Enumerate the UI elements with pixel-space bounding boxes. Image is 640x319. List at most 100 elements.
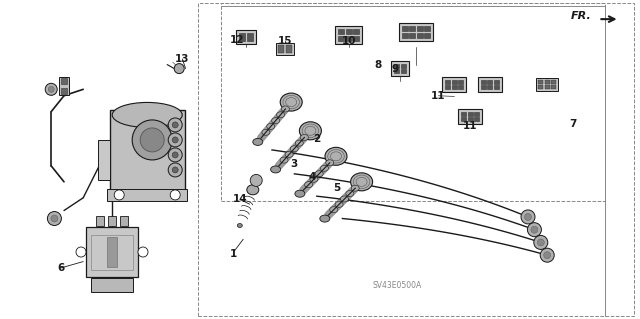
Bar [108,216,116,226]
Bar [109,110,185,190]
Bar [61,88,67,94]
Bar [198,3,634,316]
Bar [120,216,128,226]
Ellipse shape [300,122,321,140]
Circle shape [172,167,178,173]
Ellipse shape [276,112,285,118]
Bar [468,117,473,121]
Bar [221,3,605,201]
Bar [424,33,430,38]
Circle shape [168,163,182,177]
Text: 4: 4 [308,172,316,182]
Ellipse shape [335,201,343,207]
Bar [487,80,492,84]
Bar [487,85,492,89]
Ellipse shape [295,190,305,197]
Circle shape [544,252,550,259]
Bar [493,85,499,89]
Bar [445,85,451,89]
Bar [402,26,408,31]
Circle shape [168,148,182,162]
Circle shape [174,63,184,74]
Text: 12: 12 [230,35,244,45]
Circle shape [172,122,178,128]
Bar [346,29,352,34]
Text: FR.: FR. [572,11,592,21]
Bar [458,85,463,89]
Circle shape [132,120,172,160]
Circle shape [47,211,61,226]
Ellipse shape [280,157,288,163]
Text: SV43E0500A: SV43E0500A [372,281,421,290]
Circle shape [538,239,544,246]
Bar [417,33,423,38]
Bar [107,237,117,267]
Bar [346,36,352,41]
Bar [481,80,486,84]
Circle shape [525,213,531,220]
Text: 9: 9 [391,63,399,74]
Circle shape [531,226,538,233]
Bar [61,78,67,84]
Ellipse shape [300,135,308,140]
Text: 15: 15 [278,36,292,47]
Bar [538,85,543,89]
Circle shape [45,83,57,95]
Bar [461,117,467,121]
Circle shape [114,190,124,200]
Bar [442,77,467,92]
Circle shape [527,223,541,237]
Bar [452,80,457,84]
Bar [339,36,344,41]
Bar [481,85,486,89]
Ellipse shape [280,93,302,111]
Bar [394,64,399,68]
Ellipse shape [330,207,338,213]
Text: 13: 13 [175,54,189,64]
Bar [461,112,467,116]
Bar [285,45,292,54]
Text: 10: 10 [342,36,356,47]
Ellipse shape [351,173,372,191]
Circle shape [168,133,182,147]
Bar [474,117,479,121]
Ellipse shape [271,166,280,173]
Ellipse shape [325,147,347,165]
Ellipse shape [282,106,289,112]
Bar [417,26,423,31]
Ellipse shape [340,196,349,202]
Ellipse shape [247,185,259,195]
Circle shape [170,190,180,200]
Circle shape [51,215,58,222]
Ellipse shape [315,171,323,177]
Bar [452,85,457,89]
Bar [91,278,133,292]
Circle shape [140,128,164,152]
Bar [98,140,110,180]
Ellipse shape [295,140,303,146]
Bar [401,64,406,68]
Bar [276,43,294,56]
Bar [474,112,479,116]
Ellipse shape [351,185,359,191]
Bar [551,85,556,89]
Circle shape [540,248,554,262]
Ellipse shape [262,129,270,135]
Circle shape [172,152,178,158]
Text: 11: 11 [463,121,477,131]
Circle shape [76,247,86,257]
Ellipse shape [290,146,298,152]
Text: 6: 6 [57,263,65,273]
Circle shape [168,118,182,132]
Ellipse shape [321,165,328,171]
Bar [236,30,257,44]
Ellipse shape [237,224,243,227]
Bar [339,29,344,34]
Circle shape [534,235,548,249]
Bar [424,26,430,31]
Bar [468,112,473,116]
Bar [59,77,69,95]
Text: 14: 14 [233,194,247,204]
Bar [335,26,362,44]
Bar [391,61,409,76]
